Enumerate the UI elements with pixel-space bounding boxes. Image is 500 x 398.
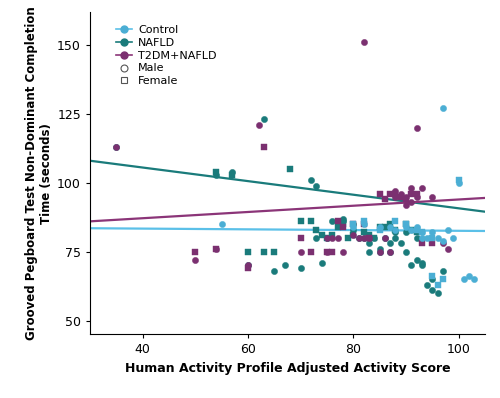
Legend: Control, NAFLD, T2DM+NAFLD, Male, Female: Control, NAFLD, T2DM+NAFLD, Male, Female (112, 21, 221, 91)
Y-axis label: Grooved Pegboard Test Non-Dominant Completion
Time (seconds): Grooved Pegboard Test Non-Dominant Compl… (25, 6, 53, 340)
X-axis label: Human Activity Profile Adjusted Activity Score: Human Activity Profile Adjusted Activity… (124, 362, 450, 375)
